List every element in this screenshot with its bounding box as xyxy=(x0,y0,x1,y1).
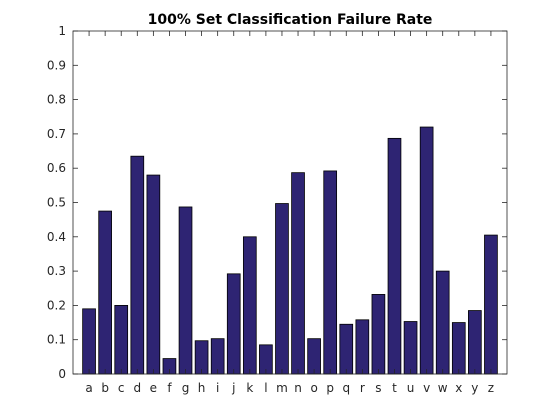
chart-title: 100% Set Classification Failure Rate xyxy=(148,12,433,28)
plot-area: 0 0.1 0.2 0.3 0.4 0.5 0.6 0.7 0.8 0.9 1 a b c d e f g h i j k… xyxy=(47,24,508,395)
x-tick-label-s: s xyxy=(375,381,381,395)
x-tick-label-k: k xyxy=(246,381,253,395)
y-tick-label: 0.9 xyxy=(47,58,66,72)
x-tick-label-f: f xyxy=(167,381,172,395)
y-tick-label: 0.4 xyxy=(47,230,66,244)
x-tick-label-y: y xyxy=(471,381,478,395)
x-tick-label-i: i xyxy=(216,381,219,395)
x-tick-label-q: q xyxy=(342,381,350,395)
x-tick-label-h: h xyxy=(198,381,206,395)
bar-s xyxy=(371,294,386,375)
bar-k xyxy=(242,236,257,375)
bar-t xyxy=(387,137,402,375)
x-tick-label-c: c xyxy=(118,381,125,395)
x-tick-label-a: a xyxy=(85,381,92,395)
bar-y xyxy=(468,310,482,375)
bar-x xyxy=(451,322,466,375)
y-tick-label: 0.1 xyxy=(47,333,66,347)
x-tick-label-d: d xyxy=(133,381,141,395)
y-tick-label: 0 xyxy=(58,367,66,381)
y-tick-label: 0.6 xyxy=(47,161,66,175)
x-tick-label-g: g xyxy=(182,381,190,395)
y-tick-label: 0.7 xyxy=(47,127,66,141)
bar-n xyxy=(291,172,305,375)
bar-j xyxy=(226,273,241,375)
x-tick-label-n: n xyxy=(294,381,302,395)
x-tick-label-r: r xyxy=(360,381,365,395)
x-tick-label-p: p xyxy=(326,381,334,395)
x-tick-label-z: z xyxy=(488,381,494,395)
x-tick-label-m: m xyxy=(276,381,288,395)
x-tick-label-o: o xyxy=(310,381,317,395)
x-tick-label-e: e xyxy=(150,381,157,395)
x-tick-label-l: l xyxy=(264,381,267,395)
bar-c xyxy=(114,304,129,375)
bar-d xyxy=(130,155,145,375)
bar-a xyxy=(82,308,96,375)
bar-v xyxy=(419,126,434,375)
bar-q xyxy=(339,323,354,375)
x-tick-label-t: t xyxy=(392,381,397,395)
bar-o xyxy=(307,338,321,375)
bar-p xyxy=(323,170,338,375)
y-tick-label: 0.3 xyxy=(47,264,66,278)
y-tick-label: 1 xyxy=(58,24,66,38)
y-tick-label: 0.8 xyxy=(47,93,66,107)
bar-b xyxy=(98,210,112,375)
bar-e xyxy=(146,174,161,375)
x-tick-label-w: w xyxy=(438,381,448,395)
x-tick-label-j: j xyxy=(231,381,235,395)
x-tick-label-x: x xyxy=(455,381,462,395)
bar-r xyxy=(355,319,370,375)
x-tick-label-v: v xyxy=(423,381,430,395)
x-tick-label-u: u xyxy=(407,381,415,395)
bar-g xyxy=(178,206,193,375)
y-tick-label: 0.2 xyxy=(47,298,66,312)
bar-w xyxy=(435,270,450,375)
x-tick-label-b: b xyxy=(101,381,109,395)
bar-i xyxy=(210,338,225,375)
bar-m xyxy=(275,203,289,375)
bar-u xyxy=(403,321,418,375)
bar-z xyxy=(484,234,498,375)
y-tick-label: 0.5 xyxy=(47,196,66,210)
